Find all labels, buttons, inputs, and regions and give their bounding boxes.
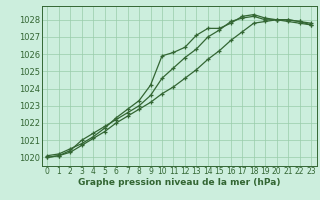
X-axis label: Graphe pression niveau de la mer (hPa): Graphe pression niveau de la mer (hPa) [78, 178, 280, 187]
